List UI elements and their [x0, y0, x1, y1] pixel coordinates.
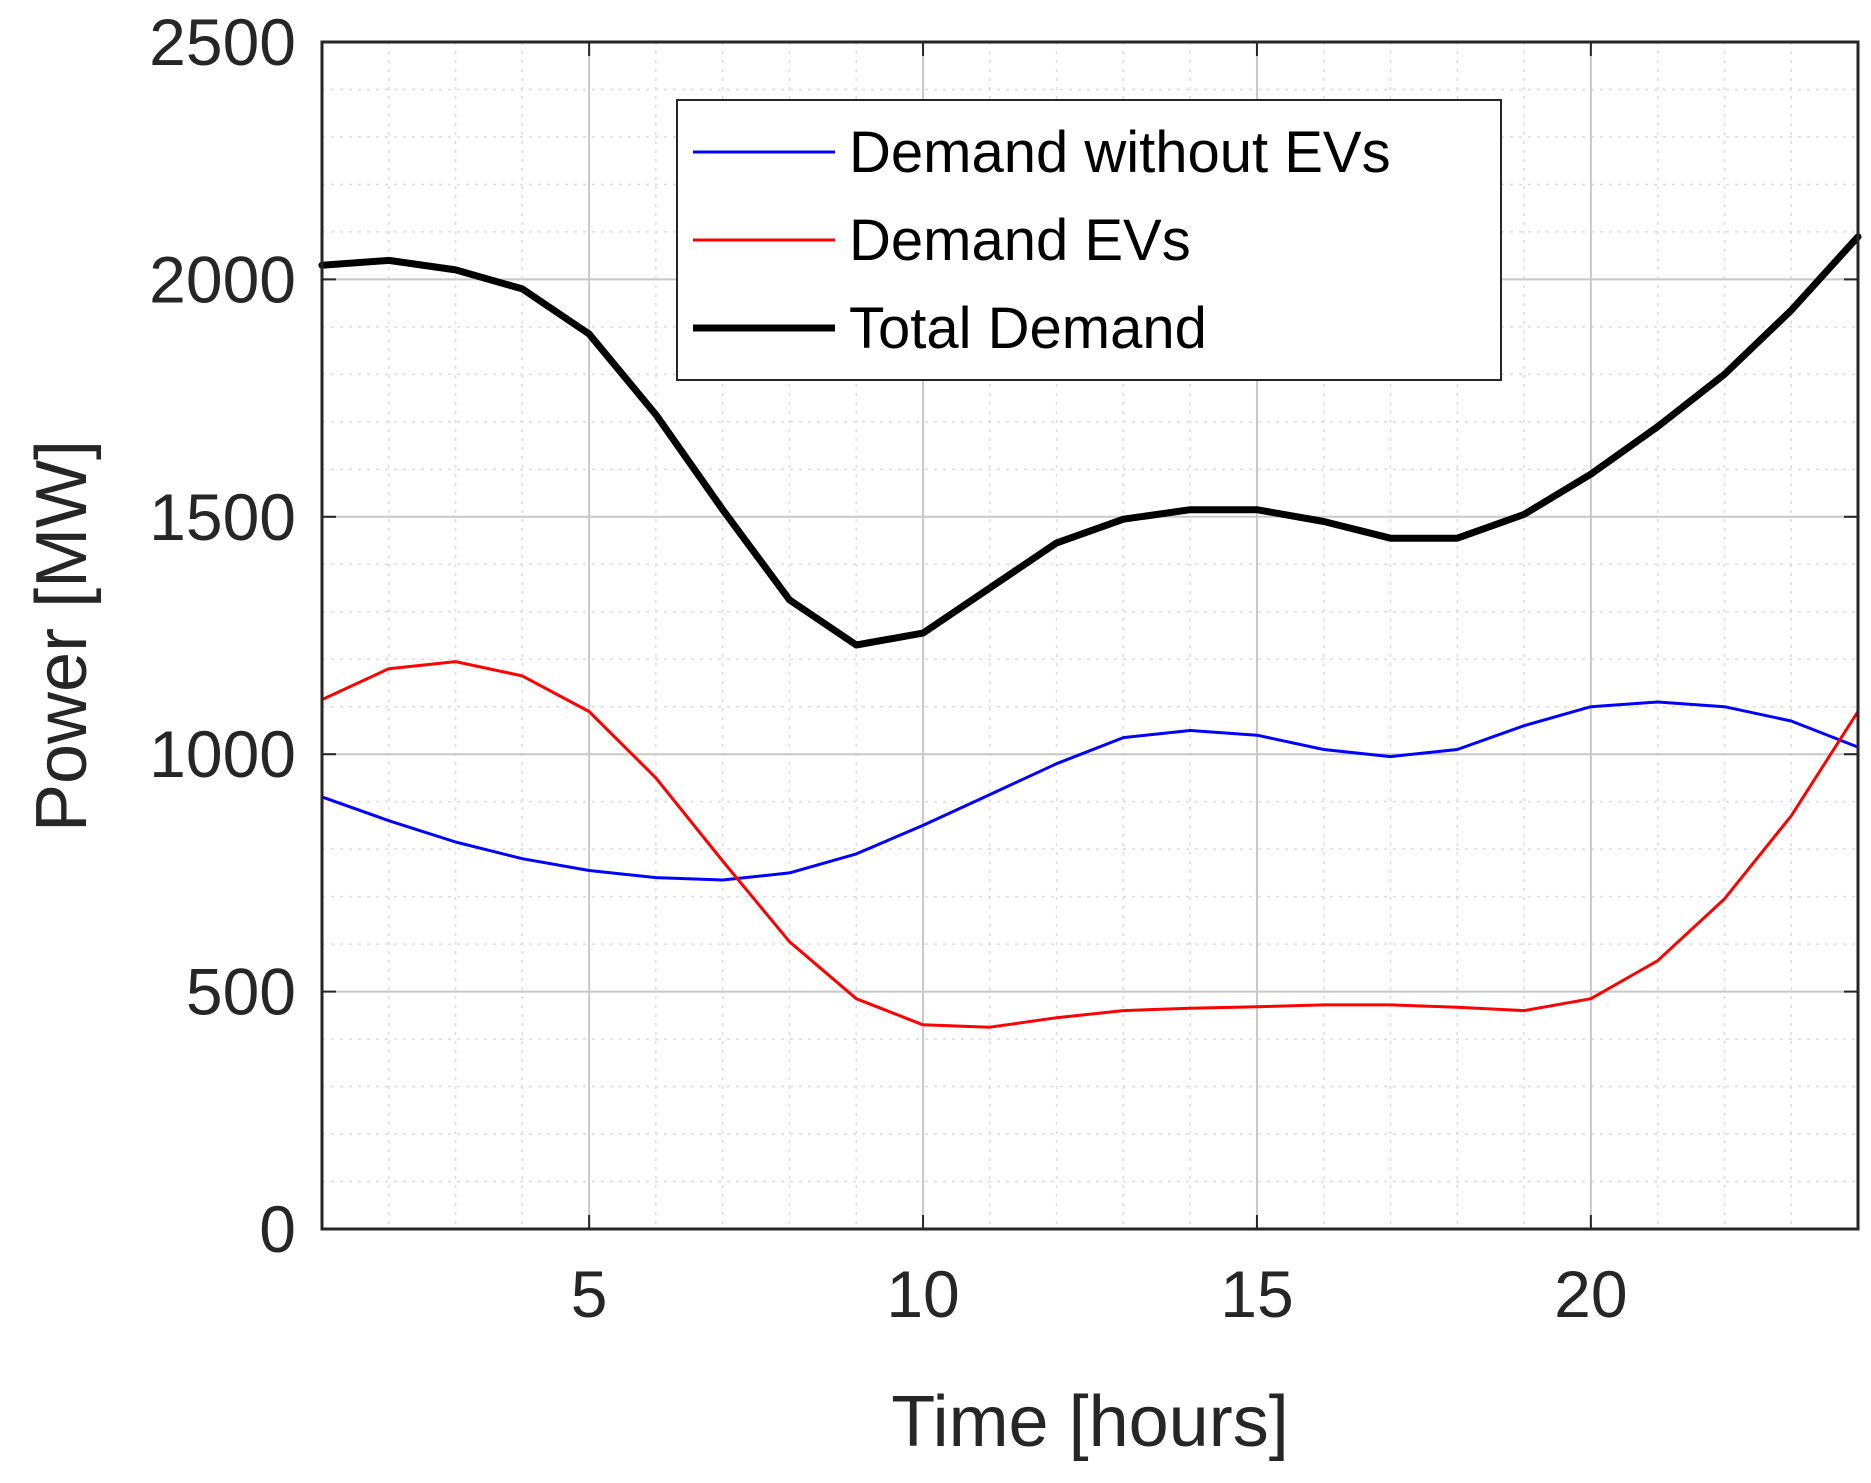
x-tick-label: 5 [571, 1257, 608, 1331]
x-axis-title: Time [hours] [891, 1382, 1288, 1462]
series-line-demand-evs [320, 660, 1860, 1029]
x-tick-label: 15 [1220, 1257, 1293, 1331]
y-tick-label: 500 [186, 955, 296, 1029]
series-line-demand-without-evs [320, 700, 1860, 882]
y-tick-label: 2000 [149, 242, 296, 316]
legend-label: Total Demand [849, 296, 1207, 361]
legend: Demand without EVs Demand EVs Total Demand [676, 99, 1502, 381]
y-tick-label: 2500 [149, 5, 296, 79]
y-axis-title: Power [MW] [22, 440, 102, 832]
series-line-total-demand [318, 233, 1862, 649]
plot-area-frame [320, 40, 1860, 1231]
y-tick-label: 1000 [149, 717, 296, 791]
y-tick-label: 1500 [149, 480, 296, 554]
x-tick-label: 10 [886, 1257, 959, 1331]
x-tick-label: 20 [1554, 1257, 1627, 1331]
y-tick-label: 0 [259, 1192, 296, 1266]
series-lines [318, 233, 1862, 1029]
legend-label: Demand without EVs [849, 120, 1391, 185]
legend-label: Demand EVs [849, 208, 1191, 273]
x-axis-ticks: 5 10 15 20 [571, 42, 1628, 1331]
y-axis-ticks: 0 500 1000 1500 2000 2500 [149, 5, 1858, 1266]
